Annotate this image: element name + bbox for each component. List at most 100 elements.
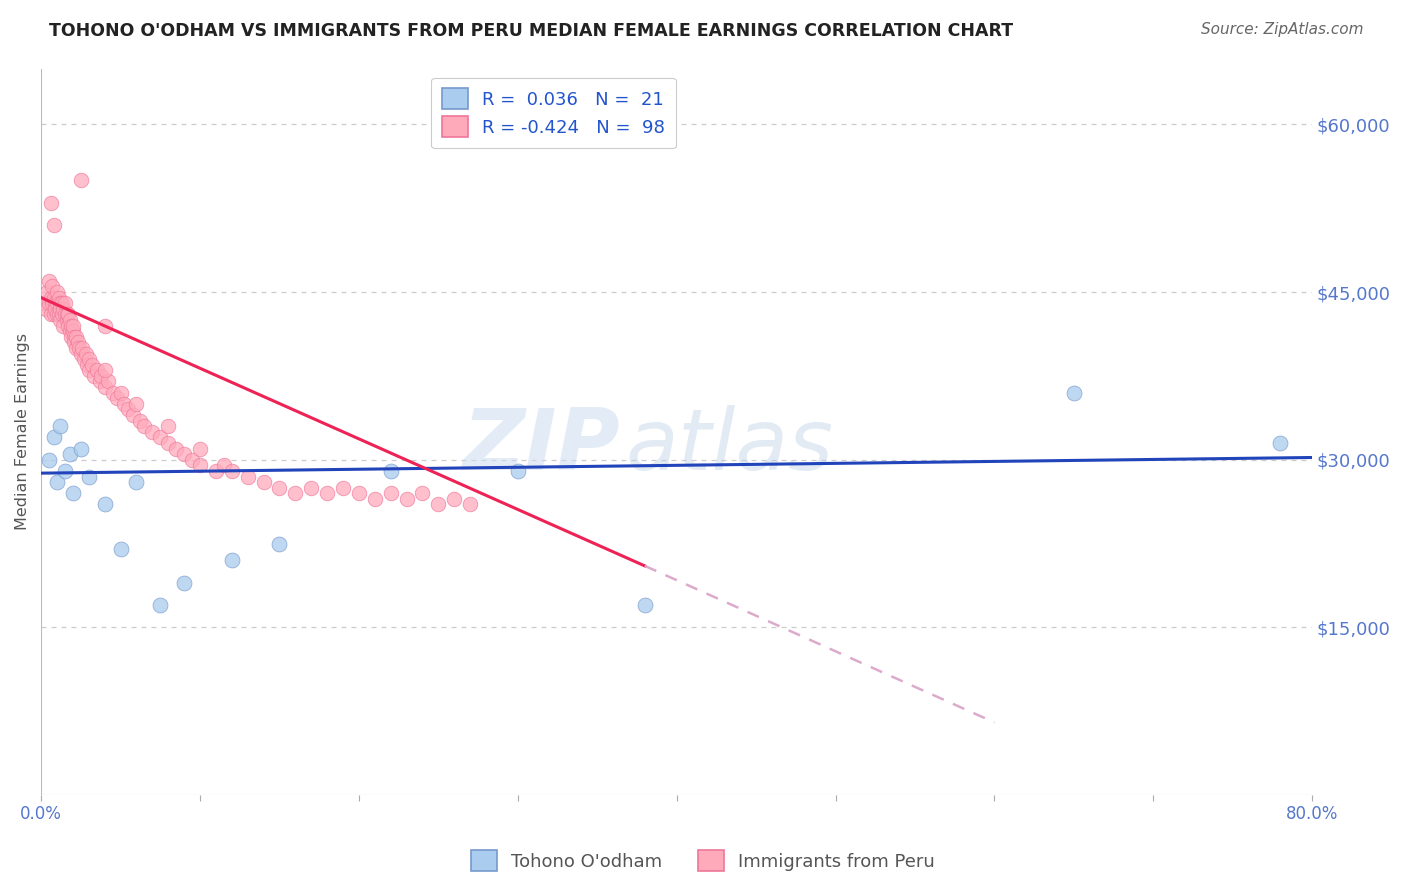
Point: [252, 475, 274, 489]
Text: atlas: atlas: [626, 405, 834, 488]
Point: [52, 301, 75, 316]
Point: [188, 458, 211, 473]
Point: [73, 352, 96, 367]
Point: [59, 447, 82, 461]
Point: [39, 195, 62, 210]
Point: [41, 279, 63, 293]
Point: [634, 598, 657, 612]
Point: [80, 358, 103, 372]
Point: [134, 419, 156, 434]
Point: [42, 218, 65, 232]
Point: [316, 486, 339, 500]
Point: [77, 363, 100, 377]
Point: [77, 469, 100, 483]
Legend: Tohono O'odham, Immigrants from Peru: Tohono O'odham, Immigrants from Peru: [464, 843, 942, 879]
Point: [52, 318, 75, 333]
Point: [55, 307, 77, 321]
Point: [46, 307, 69, 321]
Point: [93, 380, 115, 394]
Point: [49, 313, 72, 327]
Point: [269, 536, 291, 550]
Point: [269, 481, 291, 495]
Point: [49, 301, 72, 316]
Point: [46, 475, 69, 489]
Point: [458, 498, 481, 512]
Point: [112, 397, 135, 411]
Point: [49, 296, 72, 310]
Point: [44, 296, 66, 310]
Point: [49, 419, 72, 434]
Text: TOHONO O'ODHAM VS IMMIGRANTS FROM PERU MEDIAN FEMALE EARNINGS CORRELATION CHART: TOHONO O'ODHAM VS IMMIGRANTS FROM PERU M…: [49, 22, 1014, 40]
Point: [299, 481, 322, 495]
Point: [212, 458, 235, 473]
Point: [62, 318, 84, 333]
Point: [39, 307, 62, 321]
Point: [63, 330, 86, 344]
Point: [93, 498, 115, 512]
Point: [53, 464, 76, 478]
Point: [443, 491, 465, 506]
Point: [105, 391, 128, 405]
Point: [60, 330, 83, 344]
Point: [38, 296, 60, 310]
Point: [110, 542, 132, 557]
Point: [42, 430, 65, 444]
Point: [62, 486, 84, 500]
Point: [97, 375, 120, 389]
Point: [1063, 385, 1085, 400]
Point: [67, 341, 90, 355]
Point: [141, 425, 163, 439]
Point: [128, 414, 150, 428]
Point: [205, 464, 228, 478]
Point: [93, 363, 115, 377]
Point: [60, 318, 83, 333]
Text: Source: ZipAtlas.com: Source: ZipAtlas.com: [1201, 22, 1364, 37]
Point: [53, 307, 76, 321]
Point: [56, 318, 79, 333]
Point: [221, 464, 243, 478]
Point: [89, 375, 111, 389]
Point: [51, 307, 73, 321]
Point: [69, 173, 91, 187]
Point: [75, 346, 97, 360]
Point: [506, 464, 529, 478]
Point: [38, 452, 60, 467]
Text: ZIP: ZIP: [461, 405, 620, 488]
Point: [69, 346, 91, 360]
Point: [236, 469, 259, 483]
Point: [46, 296, 69, 310]
Point: [165, 442, 187, 456]
Point: [48, 307, 70, 321]
Point: [42, 291, 65, 305]
Point: [181, 452, 204, 467]
Point: [284, 486, 307, 500]
Point: [157, 419, 180, 434]
Point: [380, 486, 402, 500]
Legend: R =  0.036   N =  21, R = -0.424   N =  98: R = 0.036 N = 21, R = -0.424 N = 98: [432, 78, 676, 148]
Point: [125, 475, 148, 489]
Point: [411, 486, 433, 500]
Y-axis label: Median Female Earnings: Median Female Earnings: [15, 334, 30, 530]
Point: [77, 352, 100, 367]
Point: [59, 324, 82, 338]
Point: [53, 296, 76, 310]
Point: [427, 498, 450, 512]
Point: [44, 301, 66, 316]
Point: [37, 285, 59, 299]
Point: [347, 486, 370, 500]
Point: [48, 291, 70, 305]
Point: [332, 481, 354, 495]
Point: [69, 442, 91, 456]
Point: [46, 285, 69, 299]
Point: [188, 442, 211, 456]
Point: [65, 330, 87, 344]
Point: [93, 318, 115, 333]
Point: [35, 301, 58, 316]
Point: [1270, 436, 1292, 450]
Point: [56, 307, 79, 321]
Point: [76, 358, 98, 372]
Point: [63, 335, 86, 350]
Point: [39, 291, 62, 305]
Point: [66, 335, 89, 350]
Point: [90, 368, 112, 383]
